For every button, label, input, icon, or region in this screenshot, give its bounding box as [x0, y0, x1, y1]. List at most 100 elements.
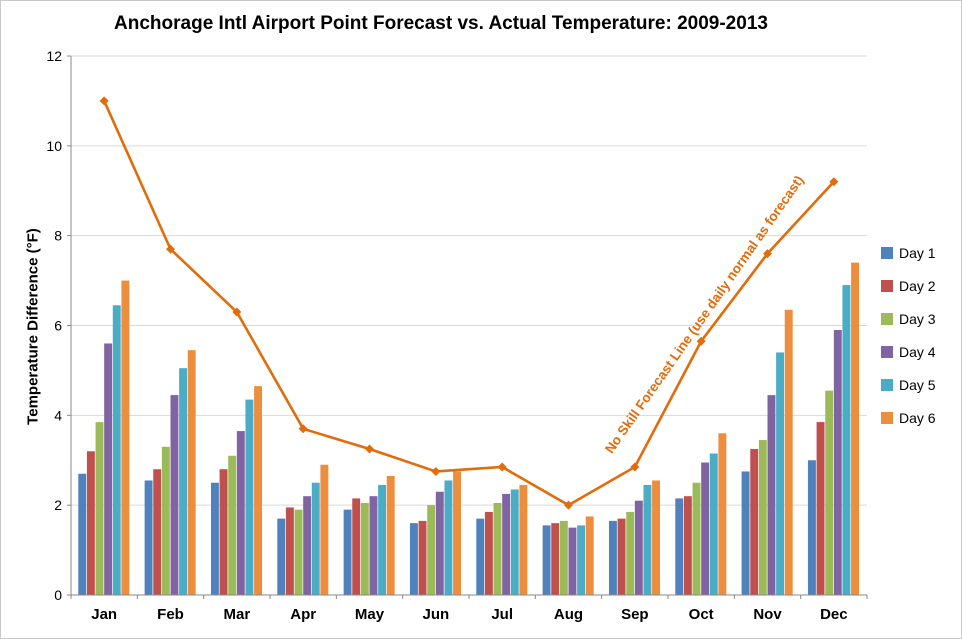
bar-day3-may — [360, 502, 369, 595]
bar-day5-apr — [311, 482, 320, 595]
bar-day6-dec — [851, 262, 860, 595]
line-marker — [232, 307, 242, 317]
legend-swatch-icon — [881, 313, 893, 325]
bar-day4-may — [369, 496, 378, 595]
legend-swatch-icon — [881, 346, 893, 358]
bar-day1-jul — [476, 518, 485, 595]
line-marker — [365, 444, 374, 454]
x-tick-label: Aug — [554, 606, 583, 623]
bar-day5-jan — [112, 305, 121, 595]
x-tick-label: Apr — [290, 606, 316, 623]
bar-day3-jul — [493, 502, 502, 595]
legend-item-day-1: Day 1 — [881, 245, 936, 261]
bar-day3-sep — [626, 511, 635, 595]
bar-day1-feb — [144, 480, 153, 595]
bar-day6-nov — [784, 309, 793, 595]
bar-day4-oct — [701, 462, 710, 595]
bar-day1-sep — [608, 520, 617, 595]
bar-day4-jul — [502, 493, 511, 595]
bar-day1-jun — [409, 523, 418, 595]
bar-day4-sep — [634, 500, 643, 595]
x-tick-label: Mar — [223, 606, 250, 623]
bar-day6-jan — [121, 280, 130, 595]
bar-day5-sep — [643, 484, 652, 595]
bar-day5-mar — [245, 399, 254, 595]
line-marker — [696, 336, 706, 346]
bar-day6-oct — [718, 433, 727, 595]
bar-day3-jun — [427, 505, 436, 595]
bar-day2-oct — [683, 496, 692, 595]
bar-day6-aug — [585, 516, 594, 595]
bar-day5-oct — [709, 453, 718, 595]
bar-day2-dec — [816, 422, 825, 595]
x-tick-label: Nov — [753, 606, 782, 623]
bar-day1-may — [343, 509, 352, 595]
legend: Day 1 Day 2 Day 3 Day 4 Day 5 Day 6 — [881, 245, 936, 426]
x-tick-label: Feb — [157, 606, 184, 623]
bar-day6-sep — [652, 480, 661, 595]
bar-day5-may — [378, 484, 387, 595]
bar-day1-mar — [210, 482, 219, 595]
legend-label: Day 4 — [899, 344, 936, 360]
bar-day3-apr — [294, 509, 303, 595]
line-marker — [829, 177, 839, 187]
legend-label: Day 5 — [899, 377, 936, 393]
bar-day6-apr — [320, 464, 329, 595]
legend-item-day-3: Day 3 — [881, 311, 936, 327]
bar-day2-jun — [418, 520, 427, 595]
legend-item-day-4: Day 4 — [881, 344, 936, 360]
line-marker — [630, 462, 640, 472]
x-tick-label: Sep — [621, 606, 649, 623]
bar-day5-feb — [179, 368, 188, 595]
legend-item-day-5: Day 5 — [881, 377, 936, 393]
legend-label: Day 3 — [899, 311, 936, 327]
bar-day5-jul — [510, 489, 519, 595]
legend-label: Day 1 — [899, 245, 936, 261]
bar-day3-mar — [228, 455, 237, 595]
bar-day2-aug — [551, 523, 560, 595]
line-marker — [497, 462, 507, 472]
x-tick-label: Jun — [422, 606, 449, 623]
bar-day6-mar — [254, 386, 263, 595]
legend-label: Day 2 — [899, 278, 936, 294]
bar-day5-dec — [842, 285, 851, 595]
bar-day3-aug — [559, 520, 568, 595]
bar-day6-jun — [453, 471, 462, 595]
bar-day4-mar — [236, 431, 245, 595]
y-tick-label: 10 — [46, 138, 62, 154]
bar-day4-jan — [104, 343, 113, 595]
line-marker — [431, 466, 441, 476]
bar-day6-jul — [519, 484, 528, 595]
bar-day3-oct — [692, 482, 701, 595]
no-skill-line — [102, 100, 835, 507]
y-tick-label: 2 — [54, 497, 62, 513]
bar-day2-jan — [86, 451, 95, 595]
legend-item-day-6: Day 6 — [881, 410, 936, 426]
legend-swatch-icon — [881, 412, 893, 424]
bar-day2-feb — [153, 469, 162, 595]
bar-day1-jan — [78, 473, 87, 595]
bar-day1-apr — [277, 518, 286, 595]
bar-day3-feb — [161, 446, 170, 595]
x-tick-label: May — [355, 606, 385, 623]
bar-day4-aug — [568, 527, 577, 595]
bar-day2-nov — [750, 449, 759, 595]
bar-day4-dec — [833, 329, 842, 595]
line-marker — [99, 96, 109, 106]
no-skill-annotation: No Skill Forecast Line (use daily normal… — [602, 173, 807, 456]
legend-item-day-2: Day 2 — [881, 278, 936, 294]
bar-day1-aug — [542, 525, 551, 595]
y-tick-label: 4 — [54, 407, 62, 423]
legend-swatch-icon — [881, 247, 893, 259]
legend-swatch-icon — [881, 379, 893, 391]
bar-day5-nov — [776, 352, 785, 595]
bar-day2-apr — [285, 507, 294, 595]
y-tick-label: 6 — [54, 318, 62, 334]
line-marker — [763, 249, 772, 259]
bar-day6-may — [386, 475, 395, 595]
x-tick-label: Dec — [820, 606, 848, 623]
x-tick-label: Jan — [91, 606, 117, 623]
line-marker — [298, 424, 308, 434]
